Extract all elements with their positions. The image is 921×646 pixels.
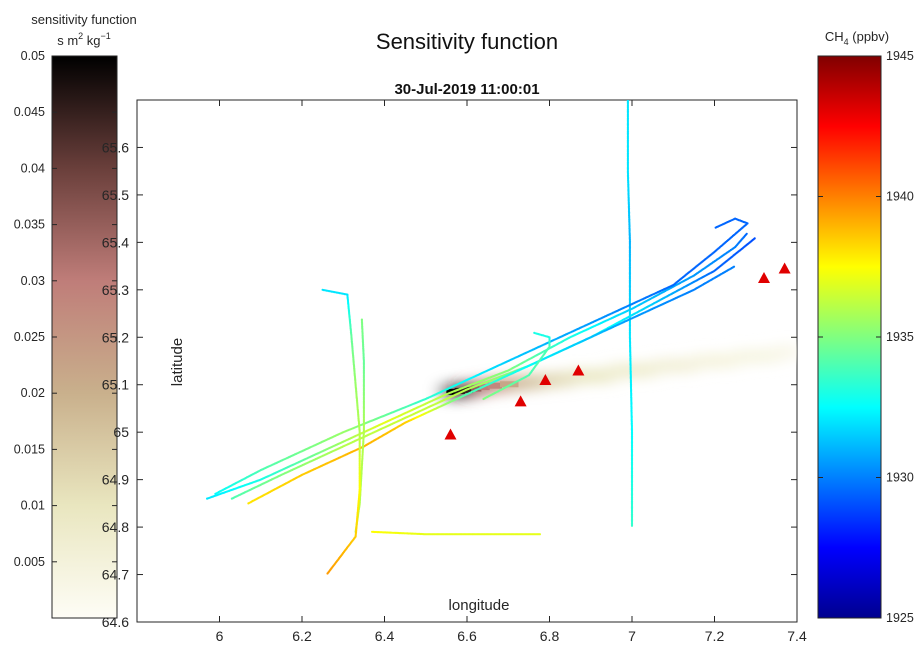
measurement-marker-triangle: [444, 428, 457, 440]
sensitivity-colorbar-ticks: 0.05 0.045 0.04 0.035 0.03 0.025 0.02 0.015 0.01…: [14, 49, 117, 569]
x-tick-label: 6.6: [457, 628, 477, 644]
flight-track: [247, 265, 736, 505]
sensitivity-colorbar: sensitivity function s m2 kg−1 0.05 0.045…: [14, 12, 137, 619]
ch4-sample-point: [732, 265, 736, 268]
flight-tracks: [206, 100, 756, 575]
sensitivity-colorbar-units: s m2 kg−1: [57, 31, 111, 48]
y-tick-label: 65.4: [102, 234, 129, 250]
chart-subtitle: 30-Jul-2019 11:00:01: [394, 81, 539, 98]
y-tick-label: 65.1: [102, 377, 129, 393]
x-axis-label: longitude: [449, 597, 510, 614]
ch4-tick-label: 1940: [886, 190, 914, 204]
ch4-sample-point: [326, 572, 329, 575]
ch4-sample-point: [745, 232, 748, 235]
flight-track: [482, 331, 551, 401]
x-axis-ticks: 6 6.2 6.4 6.6 6.8 7 7.2 7.4: [216, 100, 807, 644]
measurement-marker-triangle: [539, 373, 552, 385]
ch4-sample-point: [714, 226, 717, 229]
sensitivity-haze-cell: [735, 348, 779, 365]
measurement-marker-triangle: [514, 395, 527, 407]
y-tick-label: 65.6: [102, 139, 129, 155]
y-tick-label: 64.7: [102, 567, 129, 583]
sensitivity-haze-cell: [652, 357, 696, 374]
sensitivity-cell: [487, 382, 502, 389]
flight-track: [371, 530, 542, 536]
ch4-tick-label: 1925: [886, 611, 914, 625]
x-tick-label: 7.2: [705, 628, 725, 644]
x-tick-label: 6.8: [540, 628, 560, 644]
measurement-marker-triangle: [572, 364, 585, 376]
sensitivity-haze-cell: [516, 374, 544, 391]
ch4-tick-label: 1930: [886, 471, 914, 485]
measurement-marker-triangle: [758, 271, 770, 283]
x-tick-label: 7.4: [787, 628, 807, 644]
sensitivity-tick-label: 0.02: [21, 386, 45, 400]
sensitivity-cell: [500, 381, 519, 388]
sensitivity-tick-label: 0.03: [21, 274, 45, 288]
ch4-colorbar-ticks: 1945 1940 1935 1930 1925: [818, 49, 914, 625]
y-tick-label: 64.6: [102, 614, 129, 630]
sensitivity-colorbar-title: sensitivity function: [31, 12, 137, 27]
sensitivity-haze-cell: [611, 362, 655, 379]
y-tick-label: 65.3: [102, 282, 129, 298]
ch4-colorbar-bar: [817, 55, 882, 619]
chart-title: Sensitivity function: [376, 29, 558, 54]
ch4-sample-point: [533, 331, 536, 334]
y-tick-label: 65.5: [102, 187, 129, 203]
sensitivity-tick-label: 0.025: [14, 330, 45, 344]
flight-track: [626, 100, 634, 527]
ch4-sample-point: [538, 533, 542, 536]
sensitivity-cell: [454, 387, 465, 394]
ch4-tick-label: 1935: [886, 330, 914, 344]
y-tick-label: 65: [113, 424, 129, 440]
ch4-sample-point: [753, 237, 756, 240]
sensitivity-colorbar-bar: [51, 55, 118, 619]
flight-track: [321, 288, 361, 575]
sensitivity-tick-label: 0.015: [14, 442, 45, 456]
measurement-marker-triangle: [778, 262, 791, 274]
sensitivity-haze-cell: [776, 343, 797, 360]
ch4-sample-point: [630, 524, 634, 527]
x-tick-label: 7: [628, 628, 636, 644]
ch4-sample-point: [360, 318, 363, 321]
measurement-markers: [444, 262, 791, 440]
y-tick-label: 64.8: [102, 519, 129, 535]
sensitivity-tick-label: 0.05: [21, 49, 45, 63]
sensitivity-tick-label: 0.045: [14, 105, 45, 119]
y-axis-ticks: 64.6 64.7 64.8 64.9 65 65.1 65.2 65.3 65.4 65.5 65…: [102, 139, 797, 630]
y-tick-label: 64.9: [102, 472, 129, 488]
sensitivity-tick-label: 0.01: [21, 499, 45, 513]
flight-track: [354, 318, 365, 533]
ch4-tick-label: 1945: [886, 49, 914, 63]
sensitivity-cell: [471, 385, 482, 392]
ch4-colorbar: CH4 (ppbv) 1945 1940 1935 1930 1925: [817, 29, 914, 625]
sensitivity-haze-cell: [693, 353, 738, 369]
sensitivity-tick-label: 0.005: [14, 555, 45, 569]
x-tick-label: 6.4: [375, 628, 395, 644]
sensitivity-tick-label: 0.04: [21, 161, 45, 175]
y-tick-label: 65.2: [102, 329, 129, 345]
x-tick-label: 6.2: [292, 628, 312, 644]
sensitivity-tick-label: 0.035: [14, 218, 45, 232]
y-axis-label: latitude: [169, 338, 186, 386]
x-tick-label: 6: [216, 628, 224, 644]
ch4-colorbar-title: CH4 (ppbv): [825, 29, 889, 47]
